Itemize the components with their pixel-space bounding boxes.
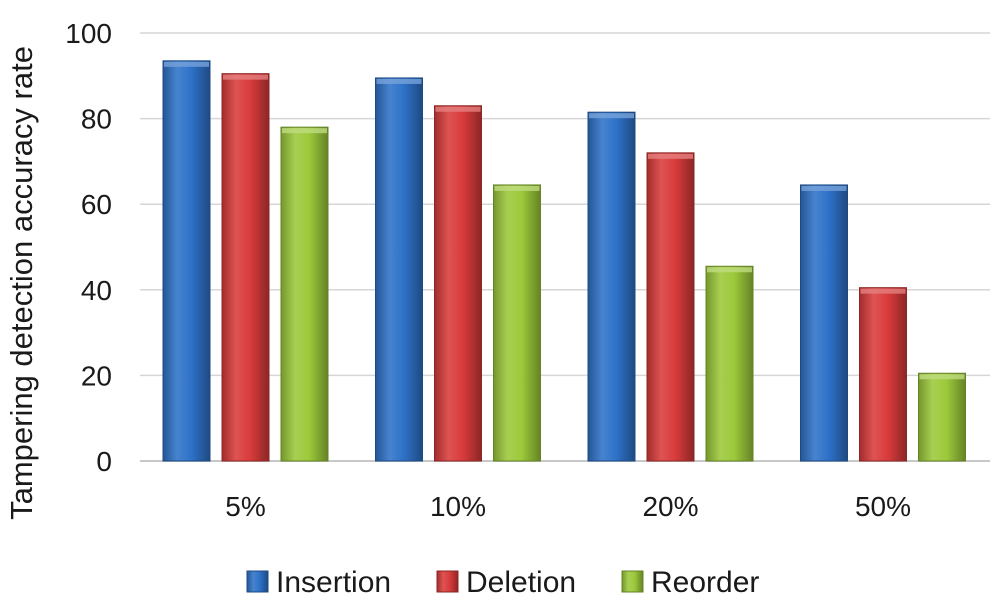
bar <box>434 105 482 462</box>
x-tick-label: 5% <box>225 491 265 522</box>
y-axis-title: Tampering detection accuracy rate <box>4 46 39 520</box>
legend-swatch <box>436 570 459 593</box>
bar <box>800 184 848 462</box>
y-tick-label: 0 <box>96 446 112 477</box>
x-tick-label: 20% <box>642 491 698 522</box>
bar <box>705 265 754 462</box>
bar-highlight <box>860 288 906 294</box>
bar-reorder-10pct <box>493 184 541 462</box>
bar <box>221 73 270 462</box>
bar-highlight <box>648 153 693 159</box>
legend-swatch <box>246 570 269 593</box>
bar-highlight <box>282 128 327 134</box>
y-tick-label: 40 <box>81 275 112 306</box>
bar-deletion-20pct <box>646 152 695 462</box>
legend-item-deletion: Deletion <box>436 566 576 598</box>
bar <box>375 77 423 462</box>
bar-highlight <box>223 74 268 80</box>
legend-item-reorder: Reorder <box>621 566 759 598</box>
bar-insertion-50pct <box>800 184 848 462</box>
bar <box>493 184 541 462</box>
bar-highlight <box>589 113 634 119</box>
bar-reorder-50pct <box>918 372 966 462</box>
bar-highlight <box>435 106 481 112</box>
bar-highlight <box>707 267 752 273</box>
bar <box>587 111 636 462</box>
y-axis-ticks: 0 20 40 60 80 100 <box>65 18 112 477</box>
legend-label: Deletion <box>466 566 576 598</box>
bar-highlight <box>919 374 965 380</box>
legend-label: Insertion <box>276 566 391 598</box>
bar <box>280 126 329 462</box>
x-axis-ticks: 5% 10% 20% 50% <box>225 491 911 522</box>
bar-deletion-10pct <box>434 105 482 462</box>
x-tick-label: 10% <box>430 491 486 522</box>
bar-deletion-50pct <box>859 287 907 462</box>
bar <box>646 152 695 462</box>
bar-insertion-20pct <box>587 111 636 462</box>
bar <box>918 372 966 462</box>
bar <box>859 287 907 462</box>
x-tick-label: 50% <box>855 491 911 522</box>
bar-reorder-20pct <box>705 265 754 462</box>
bar-reorder-5pct <box>280 126 329 462</box>
bar-highlight <box>801 185 847 191</box>
bars <box>162 60 966 462</box>
legend-swatch <box>621 570 644 593</box>
legend-label: Reorder <box>651 566 759 598</box>
legend-item-insertion: Insertion <box>246 566 391 598</box>
bar-insertion-10pct <box>375 77 423 462</box>
y-tick-label: 20 <box>81 360 112 391</box>
legend: Insertion Deletion Reorder <box>246 566 759 598</box>
y-tick-label: 100 <box>65 18 112 49</box>
bar <box>162 60 211 462</box>
bar-highlight <box>494 185 540 191</box>
y-tick-label: 80 <box>81 104 112 135</box>
bar-highlight <box>164 61 209 67</box>
bar-highlight <box>376 78 422 84</box>
y-tick-label: 60 <box>81 189 112 220</box>
bar-deletion-5pct <box>221 73 270 462</box>
bar-insertion-5pct <box>162 60 211 462</box>
